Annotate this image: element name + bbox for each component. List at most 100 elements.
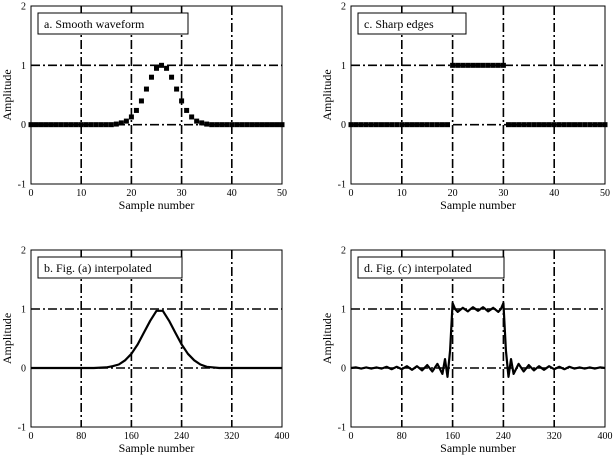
data-point bbox=[229, 122, 235, 128]
data-point bbox=[561, 122, 567, 128]
data-point bbox=[394, 122, 400, 128]
plot-frame bbox=[30, 5, 283, 185]
x-tick-label: 0 bbox=[29, 188, 34, 199]
data-point bbox=[505, 122, 511, 128]
data-point bbox=[219, 122, 225, 128]
panel-title: d. Fig. (c) interpolated bbox=[364, 261, 472, 275]
data-point bbox=[373, 122, 379, 128]
data-point bbox=[470, 62, 476, 68]
data-point bbox=[249, 122, 255, 128]
y-tick-label: 0 bbox=[341, 120, 346, 131]
x-tick-label: 50 bbox=[277, 188, 287, 199]
data-point bbox=[480, 62, 486, 68]
data-point bbox=[460, 62, 466, 68]
x-tick-label: 20 bbox=[448, 188, 458, 199]
x-tick-label: 0 bbox=[29, 431, 34, 442]
data-point bbox=[88, 122, 94, 128]
x-tick-label: 20 bbox=[126, 188, 136, 199]
data-point bbox=[541, 122, 547, 128]
x-tick-label: 0 bbox=[349, 188, 354, 199]
data-point bbox=[58, 122, 64, 128]
x-axis-label: Sample number bbox=[119, 198, 195, 212]
data-point bbox=[194, 118, 200, 124]
y-tick-label: 0 bbox=[21, 120, 26, 131]
data-point bbox=[602, 122, 608, 128]
data-point bbox=[384, 122, 390, 128]
y-tick-label: 1 bbox=[21, 61, 26, 72]
data-point bbox=[274, 122, 280, 128]
panel-label-box bbox=[357, 12, 467, 35]
x-tick-label: 80 bbox=[76, 431, 86, 442]
data-point bbox=[38, 122, 44, 128]
panel-label-box bbox=[37, 12, 189, 35]
panel-title: c. Sharp edges bbox=[364, 17, 434, 31]
data-point bbox=[234, 122, 240, 128]
data-point bbox=[511, 122, 517, 128]
plot-frame bbox=[350, 249, 606, 428]
data-point bbox=[83, 122, 89, 128]
data-point bbox=[450, 62, 456, 68]
y-tick-label: 2 bbox=[341, 246, 346, 257]
x-tick-label: 160 bbox=[445, 431, 460, 442]
x-tick-label: 10 bbox=[397, 188, 407, 199]
plot-frame bbox=[350, 5, 606, 185]
y-tick-label: -1 bbox=[338, 423, 346, 434]
x-axis-label: Sample number bbox=[440, 441, 516, 455]
data-point bbox=[259, 122, 265, 128]
data-point bbox=[521, 122, 527, 128]
data-point bbox=[439, 122, 445, 128]
data-point bbox=[399, 122, 405, 128]
data-point bbox=[358, 122, 364, 128]
data-point bbox=[269, 122, 275, 128]
data-point bbox=[419, 122, 425, 128]
data-point bbox=[597, 122, 603, 128]
x-tick-label: 320 bbox=[547, 431, 562, 442]
x-tick-label: 320 bbox=[224, 431, 239, 442]
panel-title: a. Smooth waveform bbox=[44, 17, 145, 31]
data-point bbox=[159, 62, 165, 68]
data-point bbox=[128, 114, 134, 120]
data-point bbox=[551, 122, 557, 128]
x-tick-label: 400 bbox=[598, 431, 613, 442]
x-tick-label: 40 bbox=[549, 188, 559, 199]
y-tick-label: 2 bbox=[341, 2, 346, 13]
y-axis-label: Amplitude bbox=[320, 313, 334, 364]
data-point bbox=[179, 98, 185, 104]
panel-title: b. Fig. (a) interpolated bbox=[44, 261, 152, 275]
data-point bbox=[582, 122, 588, 128]
y-axis-label: Amplitude bbox=[0, 313, 14, 364]
y-axis-label: Amplitude bbox=[0, 69, 14, 120]
x-tick-label: 50 bbox=[600, 188, 610, 199]
data-point bbox=[209, 122, 215, 128]
data-point bbox=[244, 122, 250, 128]
data-point bbox=[224, 122, 230, 128]
data-point bbox=[592, 122, 598, 128]
data-point bbox=[133, 107, 139, 113]
data-point bbox=[409, 122, 415, 128]
y-tick-label: 0 bbox=[21, 364, 26, 375]
data-point bbox=[78, 122, 84, 128]
y-tick-label: 0 bbox=[341, 364, 346, 375]
data-point bbox=[572, 122, 578, 128]
data-point bbox=[475, 62, 481, 68]
data-point bbox=[143, 86, 149, 92]
data-point bbox=[429, 122, 435, 128]
y-tick-label: -1 bbox=[338, 180, 346, 191]
data-point bbox=[93, 122, 99, 128]
data-point bbox=[53, 122, 59, 128]
y-tick-label: 1 bbox=[341, 61, 346, 72]
data-point bbox=[389, 122, 395, 128]
data-point bbox=[434, 122, 440, 128]
y-tick-label: 1 bbox=[21, 305, 26, 316]
data-point bbox=[445, 122, 451, 128]
data-point bbox=[73, 122, 79, 128]
data-point bbox=[199, 120, 205, 126]
x-tick-label: 400 bbox=[275, 431, 290, 442]
x-tick-label: 240 bbox=[174, 431, 189, 442]
x-tick-label: 240 bbox=[496, 431, 511, 442]
